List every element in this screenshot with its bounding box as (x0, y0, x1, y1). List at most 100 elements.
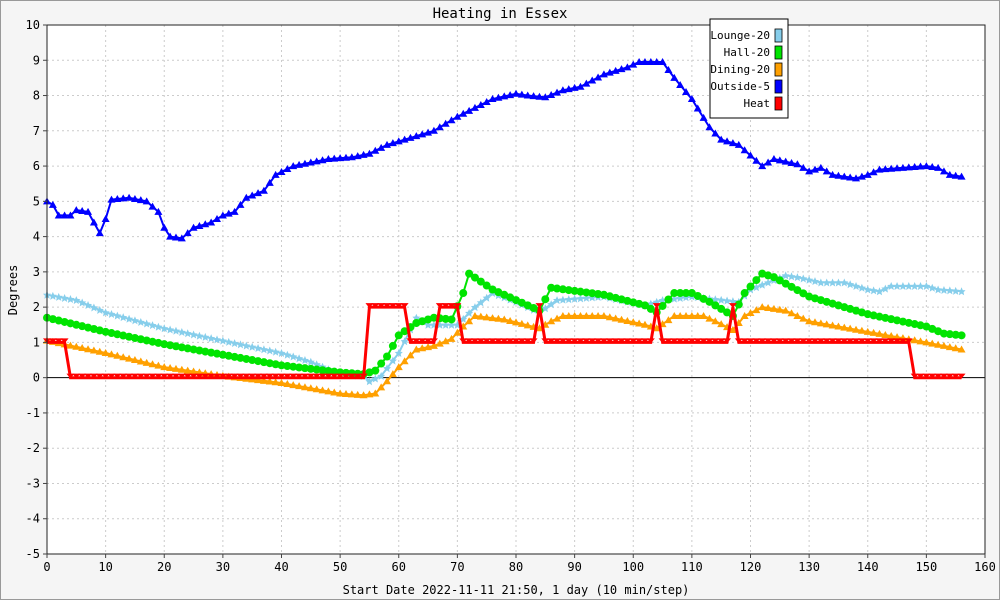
hall-20-point (670, 289, 679, 298)
heat-point (265, 373, 274, 379)
heat-point (441, 303, 450, 309)
dining-20-point (846, 324, 855, 332)
heat-point (365, 303, 374, 309)
heat-point (400, 303, 409, 309)
heat-point (218, 373, 227, 379)
dining-20-point (125, 354, 134, 362)
dining-20-point (183, 366, 192, 374)
outside-5-point (289, 162, 298, 170)
legend-label: Dining-20 (710, 63, 770, 76)
y-tick-label: 8 (33, 89, 40, 103)
lounge-20-point (558, 295, 567, 304)
heat-point (576, 338, 585, 344)
outside-5-point (171, 233, 180, 241)
heat-point (857, 338, 866, 344)
hall-20-point (711, 301, 720, 310)
heat-point (781, 338, 790, 344)
lounge-20-point (582, 293, 591, 302)
hall-20-point (951, 330, 960, 339)
heat-point (482, 338, 491, 344)
outside-5-point (488, 95, 497, 103)
x-tick-label: 120 (740, 560, 762, 574)
x-tick-label: 70 (450, 560, 464, 574)
heat-point (728, 303, 737, 309)
lounge-20-point (682, 293, 691, 302)
heat-point (107, 373, 116, 379)
heat-point (295, 373, 304, 379)
series-heat (43, 303, 966, 380)
heat-point (195, 373, 204, 379)
dining-20-point (341, 389, 350, 397)
dining-20-point (635, 319, 644, 327)
hall-20-point (300, 364, 309, 373)
lounge-20-point (60, 293, 69, 302)
dining-20-point (570, 311, 579, 319)
outside-5-point (470, 103, 479, 111)
outside-5-point (254, 189, 263, 197)
heat-point (957, 373, 966, 379)
hall-20-point (594, 290, 603, 299)
lounge-20-point (840, 278, 849, 287)
lounge-20-point (863, 285, 872, 294)
heat-point (66, 373, 75, 379)
dining-20-point (494, 314, 503, 322)
heat-point (207, 373, 216, 379)
heat-point (324, 373, 333, 379)
dining-20-point (869, 328, 878, 336)
heat-point (412, 338, 421, 344)
lounge-20-point (271, 347, 280, 356)
lounge-20-point (887, 281, 896, 290)
heat-point (629, 338, 638, 344)
lounge-20-point (195, 331, 204, 340)
outside-5-point (78, 207, 87, 215)
outside-5-point (646, 58, 655, 66)
outside-5-point (775, 156, 784, 164)
outside-5-point (429, 126, 438, 134)
outside-5-point (617, 65, 626, 73)
outside-5-point (500, 92, 509, 100)
outside-5-point (207, 218, 216, 226)
heat-point (617, 338, 626, 344)
dining-20-point (769, 304, 778, 312)
dining-20-point (588, 311, 597, 319)
outside-5-point (752, 156, 761, 164)
lounge-20-point (78, 298, 87, 307)
lounge-20-point (201, 332, 210, 341)
heat-point (512, 338, 520, 344)
dining-20-point (300, 383, 309, 391)
axes: 0 10 20 30 40 50 60 70 80 90 100 110 120 130 140 150 160… (26, 18, 996, 574)
dining-20-point (758, 303, 767, 311)
lounge-20-point (723, 296, 732, 305)
hall-20-point (306, 364, 315, 373)
heat-point (752, 338, 761, 344)
outside-5-point (54, 211, 63, 219)
hall-20-point (717, 304, 726, 313)
lounge-20-point (277, 348, 286, 357)
heat-point (828, 338, 837, 344)
outside-5-point (529, 92, 538, 100)
lounge-20-point (295, 354, 304, 363)
dining-20-point (676, 311, 685, 319)
outside-5-point (664, 65, 673, 73)
heat-point (863, 338, 872, 344)
lounge-20-point (470, 303, 479, 312)
outside-5-point (365, 149, 374, 157)
outside-5-point (318, 156, 327, 164)
lounge-20-point (166, 325, 175, 334)
lounge-20-point (922, 281, 931, 290)
dining-20-point (101, 348, 110, 356)
lounge-20-point (553, 296, 562, 305)
dining-20-point (265, 377, 274, 385)
dining-20-point (605, 313, 614, 321)
outside-5-point (459, 109, 468, 117)
outside-5-point (887, 164, 896, 172)
series-dining-20 (43, 303, 966, 399)
x-tick-label: 30 (216, 560, 230, 574)
outside-5-point (916, 162, 925, 170)
dining-20-point (113, 351, 122, 359)
hall-20-point (277, 361, 286, 370)
heat-point (418, 338, 427, 344)
outside-5-point (101, 214, 110, 222)
lounge-20-point (928, 283, 937, 292)
dining-20-point (787, 309, 796, 317)
